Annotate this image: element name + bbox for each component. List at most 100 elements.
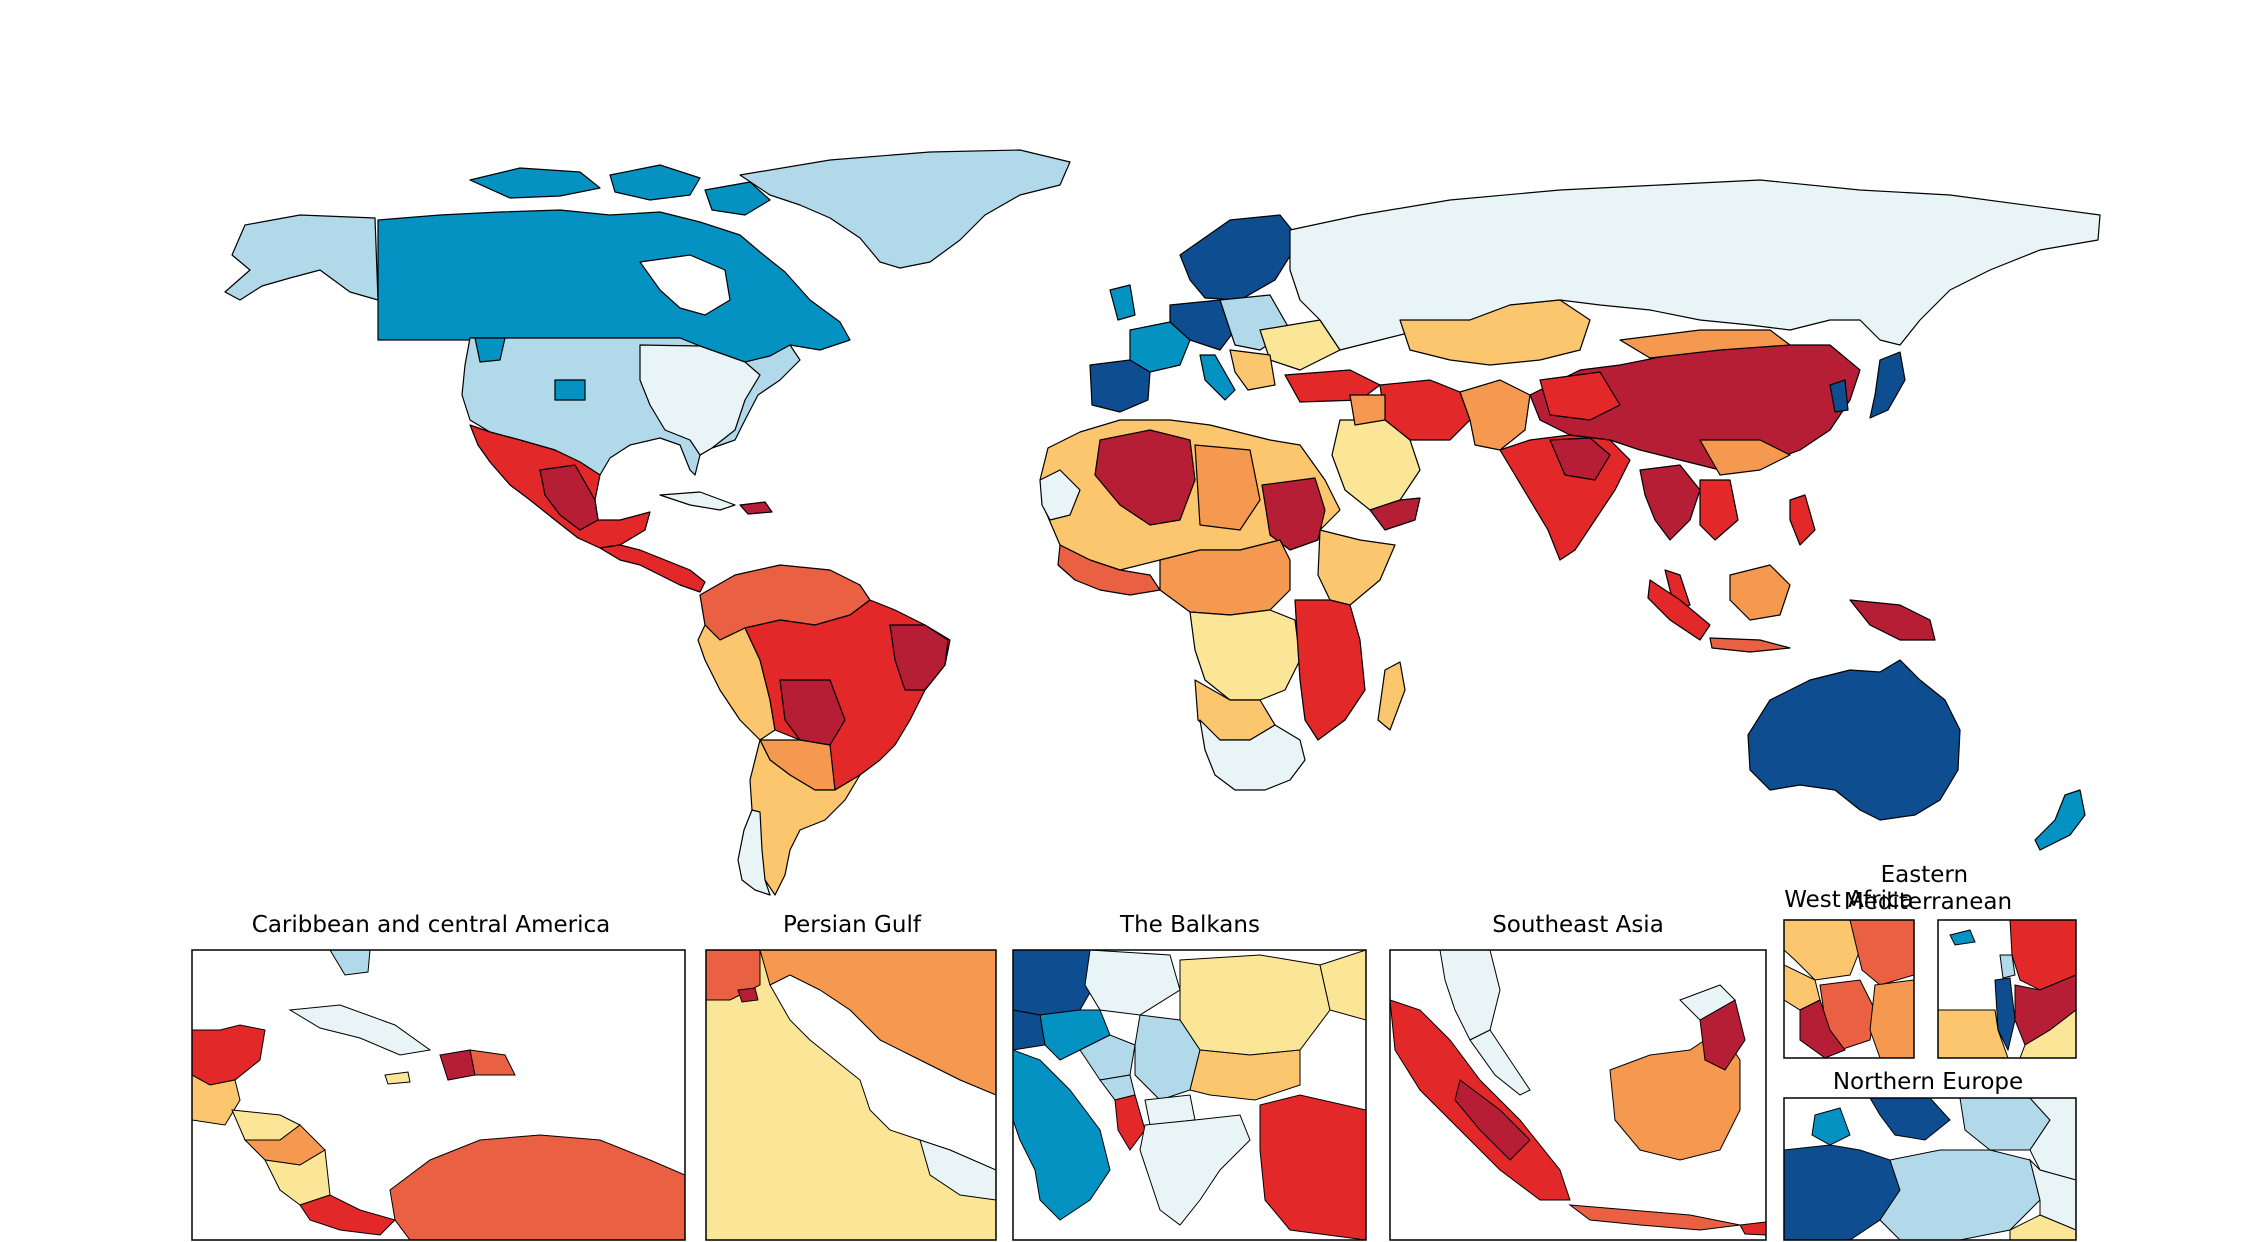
inset-gulf bbox=[705, 949, 997, 1241]
inset-west-africa bbox=[1783, 919, 1915, 1059]
inset-caribbean-mexico bbox=[192, 1074, 241, 1126]
inset-east-med-lebanon bbox=[1999, 954, 2016, 979]
inset-se-asia-borneo bbox=[1609, 1029, 1741, 1161]
inset-east-med-cyprus bbox=[1949, 929, 1976, 946]
region-russia bbox=[1289, 179, 2101, 351]
region-scandinavia bbox=[1179, 214, 1301, 301]
inset-se-asia-sumatra-south bbox=[1454, 1079, 1531, 1161]
region-sudan bbox=[1261, 477, 1326, 551]
region-peru-ecuador bbox=[697, 624, 776, 741]
region-japan bbox=[1869, 351, 1906, 419]
inset-balkans bbox=[1012, 949, 1367, 1241]
region-java bbox=[1709, 637, 1791, 653]
region-east-africa bbox=[1294, 599, 1366, 741]
region-new-guinea bbox=[1849, 599, 1936, 641]
inset-balkans-greece bbox=[1139, 1114, 1251, 1226]
region-libya bbox=[1194, 444, 1261, 531]
inset-title-balkans: The Balkans bbox=[1119, 912, 1260, 938]
region-korea bbox=[1829, 379, 1849, 413]
region-philippines bbox=[1789, 494, 1816, 546]
inset-se-asia-sabah bbox=[1679, 984, 1736, 1021]
region-southern-africa bbox=[1199, 719, 1306, 791]
region-central-america bbox=[599, 544, 706, 593]
inset-title-east-med: Eastern Mediterranean bbox=[1844, 862, 2012, 915]
region-mongolia bbox=[1619, 329, 1791, 359]
inset-north-europe-sweden bbox=[1869, 1098, 1951, 1141]
inset-caribbean-usa bbox=[329, 950, 371, 976]
region-horn-africa bbox=[1317, 529, 1396, 606]
inset-title-se-asia: Southeast Asia bbox=[1492, 912, 1664, 938]
region-canada-islands-3 bbox=[704, 181, 771, 216]
region-sumatra bbox=[1647, 579, 1711, 641]
region-india-north bbox=[1549, 437, 1611, 481]
region-borneo bbox=[1729, 564, 1791, 621]
region-balkans bbox=[1229, 349, 1276, 391]
inset-west-africa-ghana bbox=[1869, 979, 1914, 1058]
inset-title-caribbean: Caribbean and central America bbox=[252, 912, 610, 938]
region-central-africa bbox=[1159, 539, 1291, 616]
region-indochina bbox=[1639, 464, 1701, 541]
region-indochina-east bbox=[1699, 479, 1739, 541]
region-greenland bbox=[739, 149, 1071, 269]
region-canada-islands-2 bbox=[609, 164, 701, 201]
region-iraq bbox=[1349, 394, 1386, 426]
region-western-sahara bbox=[1039, 469, 1081, 521]
inset-east-med-egypt bbox=[1938, 1009, 2009, 1058]
inset-se-asia-sumbawa bbox=[1739, 1221, 1766, 1236]
region-kazakhstan bbox=[1399, 299, 1591, 366]
inset-west-africa-burkina bbox=[1849, 920, 1914, 986]
region-usa-west-state bbox=[474, 337, 506, 363]
region-cuba bbox=[659, 491, 736, 511]
inset-balkans-moldova bbox=[1319, 950, 1366, 1021]
inset-balkans-romania bbox=[1179, 954, 1331, 1056]
region-china-west bbox=[1539, 371, 1621, 421]
region-chile-south bbox=[737, 809, 771, 896]
inset-north-europe-ukraine bbox=[2009, 1214, 2076, 1240]
inset-west-africa-liberia bbox=[1799, 999, 1846, 1058]
inset-north-europe-denmark bbox=[1811, 1107, 1851, 1146]
inset-balkans-italy bbox=[1013, 1049, 1111, 1221]
region-madagascar bbox=[1377, 661, 1406, 731]
inset-balkans-albania bbox=[1114, 1094, 1146, 1151]
region-turkey bbox=[1284, 369, 1381, 403]
region-mexico-south bbox=[539, 464, 599, 531]
inset-se-asia bbox=[1389, 949, 1767, 1241]
inset-caribbean bbox=[191, 949, 686, 1241]
inset-caribbean-panama bbox=[299, 1194, 396, 1236]
inset-se-asia-java bbox=[1568, 1204, 1741, 1231]
inset-gulf-kuwait bbox=[737, 987, 759, 1003]
inset-balkans-serbia bbox=[1134, 1014, 1201, 1101]
region-hudson-bay bbox=[639, 254, 731, 316]
region-uk bbox=[1109, 284, 1136, 321]
inset-balkans-italy-north bbox=[1013, 1009, 1046, 1051]
region-alaska bbox=[224, 214, 379, 301]
inset-title-north-europe: Northern Europe bbox=[1833, 1069, 2023, 1095]
inset-title-gulf: Persian Gulf bbox=[783, 912, 922, 938]
main-world-map bbox=[224, 149, 2101, 896]
inset-north-europe-belarus bbox=[2029, 1158, 2076, 1231]
inset-se-asia-malay-peninsula bbox=[1469, 1029, 1531, 1096]
region-afghanistan-pak bbox=[1459, 379, 1531, 451]
region-new-zealand bbox=[2034, 789, 2086, 851]
inset-caribbean-dr bbox=[469, 1049, 516, 1076]
region-yemen-oman bbox=[1369, 497, 1421, 531]
region-west-africa bbox=[1057, 544, 1161, 596]
inset-gulf-uae bbox=[919, 1139, 996, 1201]
region-usa-midstate bbox=[554, 379, 586, 401]
region-congo bbox=[1189, 609, 1301, 701]
inset-caribbean-jamaica bbox=[384, 1071, 411, 1085]
region-hispaniola bbox=[739, 501, 773, 515]
region-usa-east bbox=[639, 344, 761, 456]
inset-caribbean-colombia bbox=[389, 1134, 685, 1240]
inset-balkans-bosnia bbox=[1079, 1034, 1136, 1081]
inset-east-med bbox=[1937, 919, 2077, 1059]
region-australia bbox=[1747, 659, 1961, 821]
region-canada-islands bbox=[469, 167, 601, 199]
inset-east-med-israel bbox=[1994, 977, 2016, 1052]
inset-balkans-turkey bbox=[1259, 1094, 1366, 1240]
region-iberia bbox=[1089, 359, 1151, 413]
region-china-south bbox=[1699, 439, 1791, 476]
inset-north-europe bbox=[1783, 1097, 2077, 1241]
region-italy bbox=[1199, 354, 1236, 401]
